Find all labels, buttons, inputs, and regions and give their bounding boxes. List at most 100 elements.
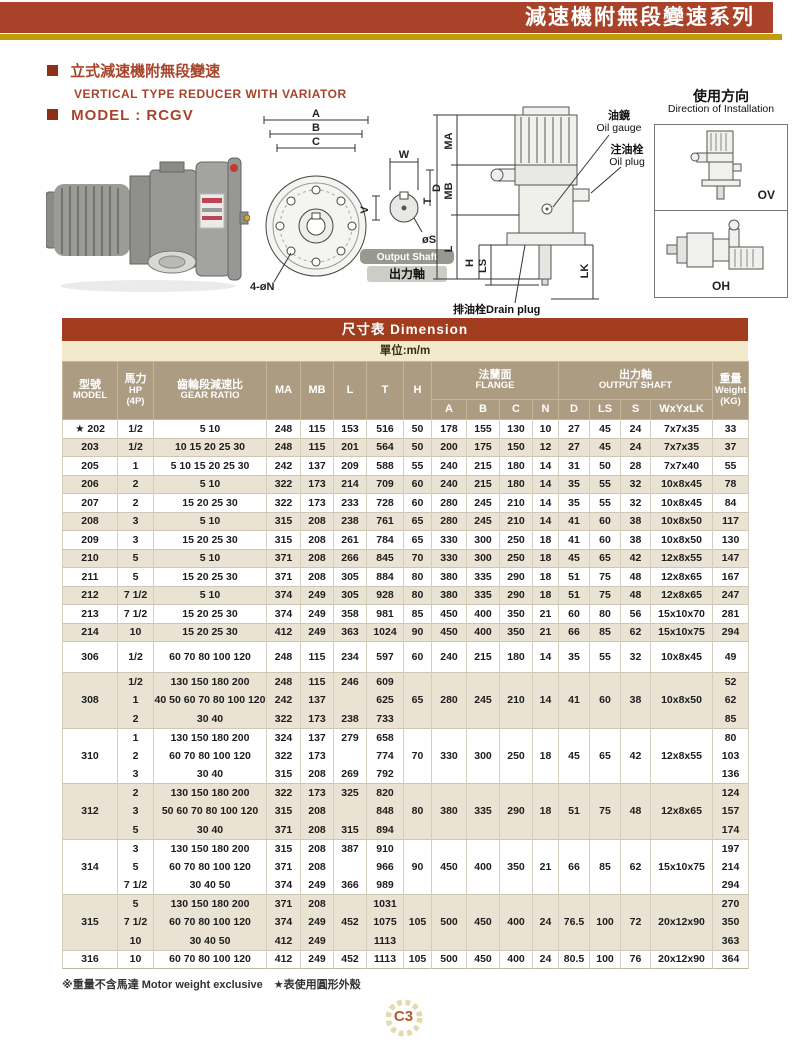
cell-d: 51 [558, 567, 590, 586]
cell-l: 246 [333, 672, 367, 691]
cell-wyl: 10x8x45 [649, 641, 714, 673]
cell-n: 21 [532, 622, 559, 642]
svg-text:排油栓Drain plug: 排油栓Drain plug [453, 302, 540, 316]
cell-weight: 49 [712, 641, 750, 673]
col-c: C [499, 399, 533, 420]
ov-label: OV [757, 188, 775, 202]
table-row-209: 209 3 15 20 25 30 315 208 261 784 65 330 300 250 18… [62, 530, 750, 549]
cell-hp: 10 [117, 622, 154, 642]
col-t: T [366, 361, 404, 420]
installation-ov-cell: OV [655, 125, 787, 211]
cell-t: 1031 [366, 894, 404, 913]
cell-a: 330 [431, 727, 467, 784]
cell-t: 1024 [366, 622, 404, 642]
cell-ma: 412 [266, 931, 301, 950]
cell-t: 928 [366, 585, 404, 605]
cell-ratio: 60 70 80 100 120 [153, 949, 267, 969]
cell-mb: 208 [300, 567, 334, 586]
col-gear-ratio: 齒輪段減速比 GEAR RATIO [153, 361, 267, 420]
cell-b: 400 [466, 622, 500, 642]
cell-weight: 52 [712, 672, 750, 691]
cell-ratio: 60 70 80 100 120 [153, 913, 267, 932]
cell-weight: 55 [712, 456, 750, 475]
cell-ma: 322 [266, 493, 301, 512]
cell-n: 14 [532, 641, 559, 673]
cell-t: 733 [366, 709, 404, 728]
svg-text:H: H [464, 259, 476, 267]
cell-l: 325 [333, 783, 367, 802]
cell-c: 250 [499, 548, 533, 568]
cell-model: 312 [62, 783, 118, 839]
cell-ratio: 15 20 25 30 [153, 530, 267, 549]
col-mb: MB [300, 361, 334, 420]
cell-h: 80 [403, 585, 432, 605]
cell-ls: 55 [589, 474, 621, 494]
cell-c: 250 [499, 530, 533, 549]
cell-mb: 208 [300, 765, 334, 784]
cell-model: 209 [62, 530, 118, 549]
cell-ma: 412 [266, 622, 301, 642]
cell-ratio: 30 40 [153, 765, 267, 784]
cell-mb: 173 [300, 474, 334, 494]
cell-h: 60 [403, 493, 432, 512]
cell-ma: 315 [266, 838, 301, 858]
cell-s: 48 [620, 783, 651, 839]
cell-l [333, 894, 367, 913]
cell-d: 31 [558, 456, 590, 475]
cell-ratio: 15 20 25 30 [153, 493, 267, 512]
cell-s: 38 [620, 511, 651, 531]
cell-t: 728 [366, 493, 404, 512]
cell-ratio: 30 40 50 [153, 931, 267, 950]
cell-d: 80.5 [558, 949, 590, 969]
cell-ma: 248 [266, 672, 301, 691]
cell-ma: 374 [266, 913, 301, 932]
table-row-316: 316 10 60 70 80 100 120 412 249 452 1113 105 500… [62, 949, 750, 969]
cell-n: 14 [532, 456, 559, 475]
cell-t: 894 [366, 820, 404, 839]
cell-h: 105 [403, 894, 432, 950]
cell-d: 76.5 [558, 894, 590, 950]
cell-s: 62 [620, 622, 651, 642]
cell-t: 989 [366, 876, 404, 895]
svg-text:MB: MB [443, 182, 455, 199]
cell-t: 516 [366, 419, 404, 438]
cell-hp: 7 1/2 [117, 585, 154, 605]
cell-a: 380 [431, 783, 467, 839]
cell-t: 609 [366, 672, 404, 691]
cell-t: 564 [366, 437, 404, 457]
cell-s: 32 [620, 493, 651, 512]
cell-d: 66 [558, 838, 590, 895]
cell-c: 350 [499, 838, 533, 895]
table-unit: 單位:m/m [62, 341, 748, 361]
cell-a: 450 [431, 622, 467, 642]
cell-model: 213 [62, 604, 118, 623]
cell-l: 305 [333, 585, 367, 605]
cell-weight: 103 [712, 746, 750, 765]
cell-d: 45 [558, 548, 590, 568]
cell-ratio: 50 60 70 80 100 120 [153, 802, 267, 821]
cell-weight: 294 [712, 622, 750, 642]
svg-text:B: B [312, 122, 320, 134]
cell-l: 358 [333, 604, 367, 623]
cell-a: 450 [431, 838, 467, 895]
cell-ma: 374 [266, 876, 301, 895]
cell-mb: 173 [300, 493, 334, 512]
col-d: D [558, 399, 590, 420]
cell-weight: 214 [712, 857, 750, 876]
cell-b: 300 [466, 548, 500, 568]
table-row-214: 214 10 15 20 25 30 412 249 363 1024 90 450 400 350… [62, 622, 750, 642]
cell-ratio: 10 15 20 25 30 [153, 437, 267, 457]
cell-model: 308 [62, 672, 118, 728]
cell-wyl: 15x10x75 [649, 622, 714, 642]
cell-ratio: 5 10 [153, 474, 267, 494]
cell-h: 105 [403, 949, 432, 969]
cell-wyl: 10x8x45 [649, 474, 714, 494]
cell-ma: 322 [266, 746, 301, 765]
cell-s: 32 [620, 474, 651, 494]
cell-ls: 60 [589, 530, 621, 549]
cell-l: 452 [333, 949, 367, 969]
cell-mb: 115 [300, 641, 334, 673]
square-bullet-icon [47, 109, 58, 120]
cell-ratio: 130 150 180 200 [153, 672, 267, 691]
